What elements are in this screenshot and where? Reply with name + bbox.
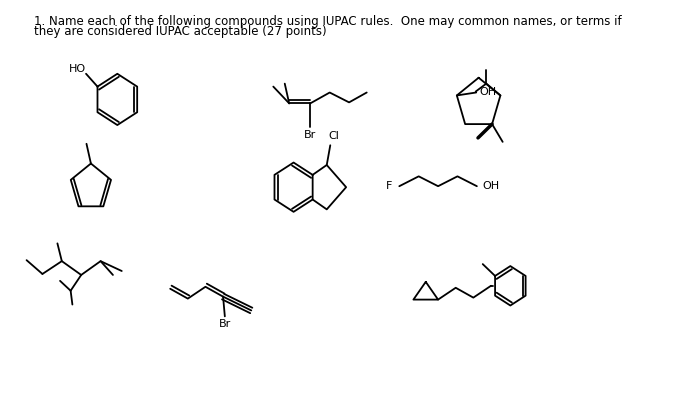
Text: F: F: [386, 181, 392, 191]
Text: Br: Br: [219, 319, 231, 329]
Text: OH: OH: [479, 88, 496, 98]
Text: Cl: Cl: [328, 131, 339, 141]
Text: they are considered IUPAC acceptable (27 points): they are considered IUPAC acceptable (27…: [33, 26, 326, 38]
Text: HO: HO: [69, 64, 86, 74]
Text: Br: Br: [304, 130, 316, 140]
Text: 1. Name each of the following compounds using IUPAC rules.  One may common names: 1. Name each of the following compounds …: [33, 15, 621, 28]
Text: OH: OH: [482, 181, 500, 191]
